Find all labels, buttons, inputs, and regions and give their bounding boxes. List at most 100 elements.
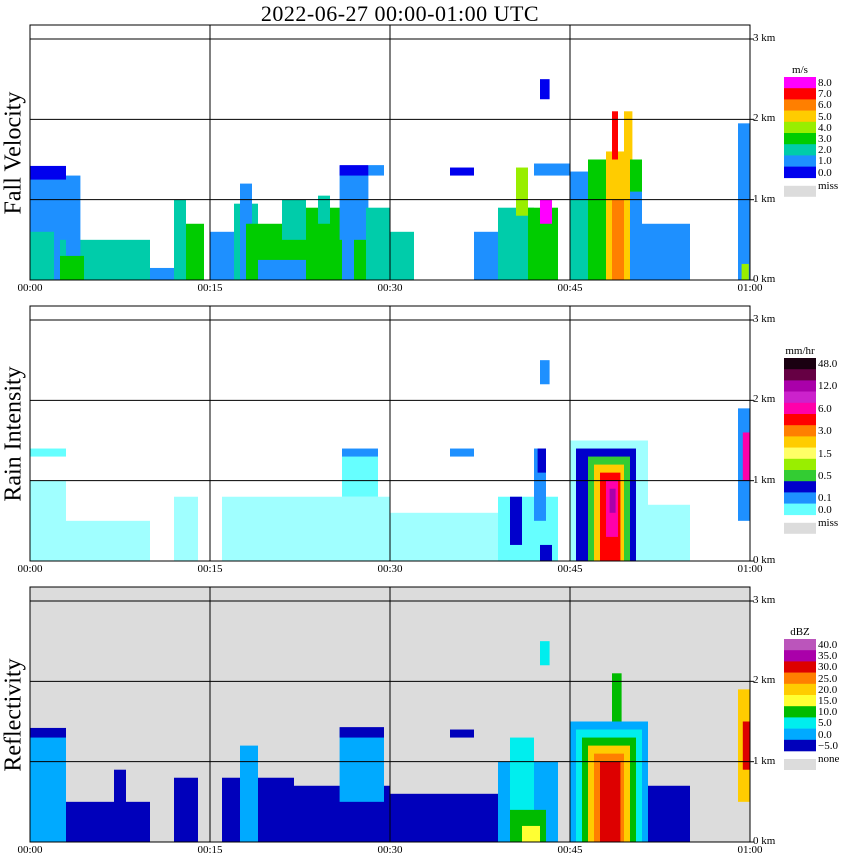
colorbar-swatch: [784, 402, 816, 415]
colorbar-swatch: [784, 110, 816, 123]
colorbar-swatch: [784, 650, 816, 662]
data-region: [66, 175, 81, 280]
y-tick-label: 1 km: [753, 192, 776, 205]
colorbar-label: 6.0: [818, 402, 832, 415]
colorbar-swatch: [784, 503, 816, 516]
colorbar-label: 10.0: [818, 706, 838, 719]
colorbar-swatch: [784, 425, 816, 437]
data-region: [390, 231, 414, 280]
colorbar-swatch: [784, 436, 816, 448]
y-tick-label: 3 km: [753, 594, 776, 606]
x-tick-label: 00:30: [377, 844, 403, 856]
x-tick-label: 00:15: [197, 844, 223, 856]
data-region: [588, 159, 606, 280]
colorbar-label: 1.0: [818, 155, 832, 168]
data-region: [742, 432, 750, 481]
colorbar-label: 0.0: [818, 503, 832, 516]
colorbar-label: 15.0: [818, 695, 838, 707]
data-region: [66, 520, 150, 561]
x-tick-label: 00:45: [557, 563, 583, 575]
data-region: [540, 544, 552, 561]
colorbar-swatch: [784, 717, 816, 729]
data-region: [30, 165, 66, 180]
colorbar-label: 3.0: [818, 425, 832, 438]
colorbar-label: 12.0: [818, 380, 838, 393]
data-region: [624, 111, 633, 160]
colorbar-swatch: [784, 358, 816, 370]
colorbar-missing-swatch: [784, 759, 816, 770]
colorbar-label: 5.0: [818, 717, 832, 730]
colorbar-swatch: [784, 695, 816, 707]
colorbar-unit: m/s: [792, 64, 808, 76]
data-region: [648, 504, 690, 561]
data-region: [474, 231, 498, 280]
data-region: [450, 448, 474, 457]
data-region: [114, 769, 126, 842]
data-region: [540, 641, 550, 666]
data-region: [210, 231, 234, 280]
data-region: [390, 793, 510, 842]
y-tick-label: 2 km: [753, 112, 776, 125]
data-region: [30, 727, 66, 738]
colorbar-swatch: [784, 166, 816, 179]
panel-0: [29, 24, 816, 281]
colorbar-swatch: [784, 706, 816, 718]
colorbar-swatch: [784, 88, 816, 100]
data-region: [612, 199, 624, 280]
colorbar-swatch: [784, 133, 816, 145]
panel-frame: [29, 24, 751, 281]
colorbar-label: 1.5: [818, 447, 832, 460]
x-tick-label: 01:00: [737, 844, 763, 856]
colorbar-label: 0.1: [818, 492, 832, 505]
colorbar-missing-label: miss: [818, 516, 839, 529]
data-region: [339, 727, 384, 802]
x-tick-label: 00:45: [557, 282, 583, 294]
colorbar-swatch: [784, 121, 816, 134]
colorbar-label: 4.0: [818, 121, 832, 134]
panel-1: [29, 305, 816, 562]
data-region: [612, 673, 622, 722]
colorbar-swatch: [784, 414, 816, 426]
data-region: [540, 79, 550, 100]
data-region: [738, 123, 750, 280]
data-region: [174, 777, 198, 842]
data-region: [339, 727, 384, 738]
x-tick-label: 00:00: [17, 844, 43, 856]
data-region: [60, 255, 84, 280]
panel-ylabel: Rain Intensity: [0, 365, 27, 502]
x-tick-label: 01:00: [737, 563, 763, 575]
colorbar-label: 2.0: [818, 144, 832, 157]
y-tick-label: 0 km: [753, 835, 776, 847]
data-region: [174, 199, 186, 280]
main-title: 2022-06-27 00:00-01:00 UTC: [260, 1, 540, 26]
panel-ylabel: Fall Velocity: [0, 91, 27, 214]
colorbar-label: 8.0: [818, 77, 832, 89]
colorbar-label: 0.5: [818, 470, 832, 482]
colorbar-label: 40.0: [818, 639, 838, 651]
panel-ylabel: Reflectivity: [0, 657, 27, 772]
data-region: [186, 223, 204, 280]
data-region: [450, 729, 474, 738]
data-region: [540, 199, 552, 224]
data-region: [390, 512, 510, 561]
data-region: [534, 163, 570, 176]
data-region: [742, 721, 750, 770]
data-region: [600, 761, 621, 842]
y-tick-label: 1 km: [753, 473, 776, 486]
colorbar-label: 0.0: [818, 728, 832, 741]
data-region: [342, 452, 378, 497]
colorbar-swatch: [784, 683, 816, 696]
colorbar-label: 3.0: [818, 133, 832, 145]
colorbar-swatch: [784, 447, 816, 460]
colorbar-missing-swatch: [784, 185, 816, 197]
y-tick-label: 3 km: [753, 313, 776, 325]
colorbar-swatch: [784, 470, 816, 482]
colorbar-unit: mm/hr: [785, 345, 815, 357]
data-region: [174, 496, 198, 561]
y-tick-label: 0 km: [753, 554, 776, 566]
colorbar-missing-label: none: [818, 753, 840, 765]
colorbar-label: 0.0: [818, 166, 832, 179]
y-tick-label: 2 km: [753, 674, 776, 687]
data-region: [30, 729, 66, 842]
data-region: [342, 448, 378, 457]
